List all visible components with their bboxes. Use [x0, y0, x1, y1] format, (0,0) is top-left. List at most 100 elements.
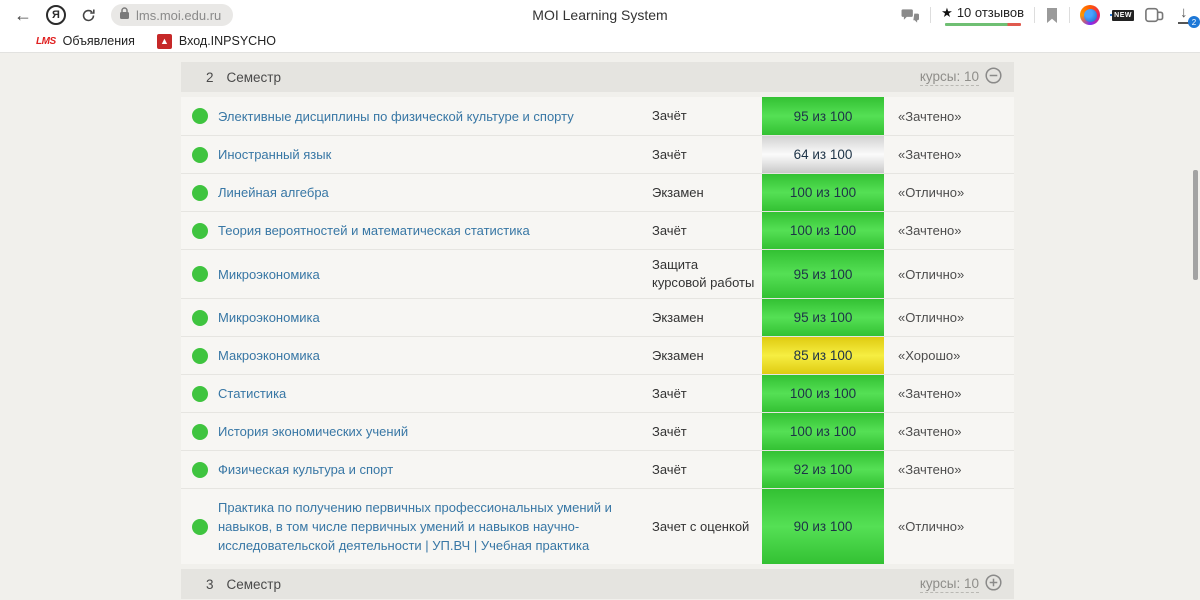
- url-text: lms.moi.edu.ru: [136, 7, 222, 23]
- course-link[interactable]: История экономических учений: [218, 424, 409, 439]
- course-link[interactable]: Линейная алгебра: [218, 185, 329, 200]
- score-cell: 100 из 100: [762, 413, 884, 450]
- score-cell: 90 из 100: [762, 489, 884, 564]
- semester-label: Семестр: [226, 576, 282, 592]
- course-row: Теория вероятностей и математическая ста…: [181, 211, 1014, 249]
- assessment-type: Экзамен: [652, 309, 704, 325]
- reviews-label: 10 отзывов: [956, 5, 1024, 20]
- bookmarks-bar: LMS Объявления ▲ Вход.INPSYCHO: [0, 30, 1200, 53]
- grade-text: «Зачтено»: [898, 386, 962, 401]
- status-cell: [181, 423, 218, 440]
- semester-2-header: 2 Семестр курсы: 10: [181, 62, 1014, 92]
- rating-bar: [944, 22, 1021, 26]
- download-arrow-icon: ↓: [1180, 4, 1188, 21]
- browser-profile-icon[interactable]: [1080, 5, 1100, 25]
- grade-text: «Зачтено»: [898, 462, 962, 477]
- lms-favicon: LMS: [36, 35, 56, 47]
- grade-text: «Отлично»: [898, 519, 965, 534]
- downloads-badge: 2: [1188, 16, 1200, 28]
- status-cell: [181, 108, 218, 124]
- score-cell: 85 из 100: [762, 337, 884, 374]
- course-link[interactable]: Статистика: [218, 386, 287, 401]
- score-cell: 92 из 100: [762, 451, 884, 488]
- yandex-logo-icon[interactable]: Я: [46, 5, 66, 25]
- course-link[interactable]: Практика по получению первичных професси…: [218, 500, 612, 553]
- toolbar-divider: [1069, 7, 1070, 23]
- collapse-icon[interactable]: [985, 67, 1002, 87]
- grade-text: «Отлично»: [898, 310, 965, 325]
- scrollbar-thumb[interactable]: [1193, 170, 1198, 280]
- status-cell: [181, 309, 218, 326]
- address-bar[interactable]: lms.moi.edu.ru: [111, 4, 234, 26]
- course-row: Элективные дисциплины по физической куль…: [181, 97, 1014, 135]
- course-row: Физическая культура и спорт Зачёт 92 из 10…: [181, 450, 1014, 488]
- score-cell: 64 из 100: [762, 136, 884, 173]
- course-table: 2 Семестр курсы: 10 Элективные дисциплин…: [181, 62, 1014, 599]
- assessment-type: Зачёт: [652, 146, 687, 162]
- status-cell: [181, 461, 218, 478]
- assessment-type: Зачёт: [652, 385, 687, 401]
- courses-count-link[interactable]: курсы: 10: [919, 575, 979, 594]
- assessment-type: Экзамен: [652, 184, 704, 200]
- status-dot-icon: [191, 518, 208, 535]
- assessment-type: Зачёт: [652, 108, 687, 123]
- chat-icon[interactable]: [901, 7, 920, 24]
- course-link[interactable]: Микроэкономика: [218, 266, 320, 282]
- bookmark-flag-icon[interactable]: [1045, 7, 1059, 24]
- semester-3-header: 3 Семестр курсы: 10: [181, 569, 1014, 599]
- course-link[interactable]: Физическая культура и спорт: [218, 462, 394, 477]
- status-dot-icon: [191, 266, 208, 282]
- course-link[interactable]: Элективные дисциплины по физической куль…: [218, 108, 574, 124]
- downloads-button[interactable]: ↓ 2: [1174, 4, 1200, 28]
- assessment-type: Зачёт: [652, 222, 687, 238]
- status-dot-icon: [191, 347, 208, 364]
- courses-count-link[interactable]: курсы: 10: [919, 68, 979, 87]
- course-row: Линейная алгебра Экзамен 100 из 100 «Отличн…: [181, 173, 1014, 211]
- status-dot-icon: [191, 184, 208, 201]
- status-cell: [181, 184, 218, 201]
- course-link[interactable]: Макроэкономика: [218, 348, 320, 363]
- score-cell: 95 из 100: [762, 250, 884, 298]
- course-link[interactable]: Иностранный язык: [218, 147, 332, 162]
- semester-label: Семестр: [226, 69, 282, 85]
- refresh-button[interactable]: [80, 7, 97, 24]
- bookmark-announcements[interactable]: LMS Объявления: [36, 34, 135, 48]
- status-dot-icon: [191, 146, 208, 163]
- score-cell: 95 из 100: [762, 97, 884, 135]
- grade-text: «Зачтено»: [898, 223, 962, 238]
- expand-icon[interactable]: [985, 574, 1002, 594]
- course-row: Статистика Зачёт 100 из 100 «Зачтено»: [181, 374, 1014, 412]
- browser-chrome: ← Я lms.moi.edu.ru MOI Learning System ★: [0, 0, 1200, 53]
- assessment-type: Зачёт: [652, 423, 687, 439]
- collections-icon[interactable]: [1144, 6, 1164, 24]
- browser-toolbar: ← Я lms.moi.edu.ru MOI Learning System ★: [0, 0, 1200, 30]
- course-row: Макроэкономика Экзамен 85 из 100 «Хорошо»: [181, 336, 1014, 374]
- status-cell: [181, 222, 218, 239]
- back-button[interactable]: ←: [14, 5, 32, 25]
- grade-text: «Зачтено»: [898, 424, 962, 439]
- assessment-type: Защита курсовой работы: [652, 257, 755, 290]
- course-link[interactable]: Микроэкономика: [218, 310, 320, 325]
- grade-text: «Зачтено»: [898, 147, 962, 162]
- reviews-widget[interactable]: ★ 10 отзывов: [941, 5, 1024, 26]
- status-dot-icon: [191, 423, 208, 440]
- status-dot-icon: [191, 222, 208, 239]
- status-dot-icon: [191, 108, 208, 124]
- course-link[interactable]: Теория вероятностей и математическая ста…: [218, 223, 530, 238]
- new-feature-icon[interactable]: NEW: [1110, 9, 1134, 21]
- bookmark-inpsycho[interactable]: ▲ Вход.INPSYCHO: [156, 33, 276, 49]
- score-cell: 100 из 100: [762, 212, 884, 249]
- assessment-type: Зачет с оценкой: [652, 518, 750, 534]
- score-cell: 100 из 100: [762, 375, 884, 412]
- toolbar-divider: [1034, 7, 1035, 23]
- assessment-type: Зачёт: [652, 461, 687, 477]
- course-row: История экономических учений Зачёт 100 из …: [181, 412, 1014, 450]
- semester-number: 3: [206, 576, 214, 592]
- new-badge: NEW: [1112, 9, 1134, 21]
- grade-text: «Отлично»: [898, 266, 965, 282]
- course-row: Микроэкономика Экзамен 95 из 100 «Отлично»: [181, 298, 1014, 336]
- toolbar-divider: [930, 7, 932, 23]
- grade-text: «Зачтено»: [898, 108, 962, 124]
- score-cell: 100 из 100: [762, 174, 884, 211]
- status-cell: [181, 385, 218, 402]
